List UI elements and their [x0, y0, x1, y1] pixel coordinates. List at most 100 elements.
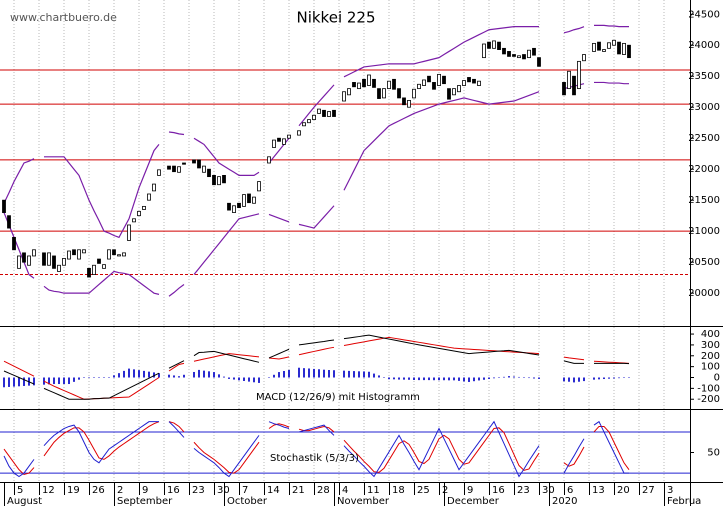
candle [512, 54, 516, 57]
y-tick-label: 21500 [688, 195, 720, 206]
histogram-bar [503, 376, 505, 378]
histogram-bar [618, 377, 620, 379]
histogram-bar [148, 371, 150, 378]
macd-line [3, 334, 630, 400]
histogram-bar [318, 369, 320, 378]
histogram-bar [123, 370, 125, 378]
histogram-bar [33, 377, 35, 386]
y-tick-label: 24500 [688, 9, 720, 20]
candle [152, 183, 156, 192]
histogram-bar [388, 377, 390, 380]
candle [272, 139, 276, 148]
candle [217, 176, 221, 186]
histogram-bar [298, 367, 300, 378]
candle [492, 40, 496, 49]
candle [227, 202, 231, 211]
histogram-bar [218, 374, 220, 378]
candle [97, 258, 101, 264]
candle [22, 252, 26, 263]
histogram-bar [168, 374, 170, 378]
histogram-bar [288, 369, 290, 378]
histogram-bar [623, 377, 625, 379]
histogram-bar [353, 371, 355, 378]
histogram-bar [268, 377, 270, 379]
candle [267, 156, 271, 164]
histogram-bar [313, 368, 315, 378]
histogram-bar [238, 377, 240, 381]
candle [167, 165, 171, 170]
histogram-bar [128, 368, 130, 378]
histogram-bar [243, 377, 245, 381]
histogram-bar [63, 377, 65, 385]
candle [17, 255, 21, 269]
x-tick-label: 23 [517, 485, 530, 496]
month-label: October [227, 496, 268, 506]
y-tick-label: -100 [697, 383, 720, 394]
histogram-bar [308, 368, 310, 378]
x-tick-label: 14 [267, 485, 280, 496]
histogram-bar [343, 370, 345, 378]
month-label: 2020 [552, 496, 577, 506]
histogram-bar [438, 377, 440, 381]
stochastic-label: Stochastik (5/3/3) [270, 453, 359, 464]
candle [192, 159, 196, 164]
histogram-bar [573, 377, 575, 383]
histogram-bar [208, 371, 210, 378]
histogram-bar [508, 376, 510, 378]
histogram-bar [228, 377, 230, 379]
candle [57, 264, 61, 272]
month-label: September [117, 496, 173, 506]
candle [137, 210, 141, 217]
histogram-bar [428, 377, 430, 381]
histogram-bar [43, 377, 45, 385]
grid-layer [0, 0, 690, 506]
histogram-bar [523, 377, 525, 379]
candle [277, 137, 281, 142]
candle [467, 77, 471, 83]
histogram-bar [488, 377, 490, 380]
stochastic-k [3, 420, 629, 478]
y-tick-label: 300 [701, 340, 720, 351]
candle [572, 75, 576, 96]
candle [537, 57, 541, 67]
x-tick-label: 6 [567, 485, 573, 496]
histogram-bar [273, 374, 275, 378]
candle [342, 91, 346, 102]
histogram-bar [158, 373, 160, 378]
y-tick-label: 200 [701, 351, 720, 362]
candle [627, 44, 631, 59]
candle [177, 166, 181, 173]
candle [482, 43, 486, 59]
histogram-bar [443, 377, 445, 381]
x-tick-label: 2 [442, 485, 448, 496]
candle [532, 47, 536, 56]
candle [437, 73, 441, 86]
candle [32, 249, 36, 257]
histogram-bar [213, 372, 215, 378]
histogram-bar [483, 377, 485, 380]
histogram-bar [358, 371, 360, 378]
candle [377, 88, 381, 99]
x-tick-label: 7 [242, 485, 248, 496]
x-tick-label: 16 [492, 485, 505, 496]
histogram-bar [348, 370, 350, 378]
histogram-bar [328, 370, 330, 378]
histogram-bar [598, 377, 600, 380]
candle [322, 109, 326, 117]
histogram-bar [613, 377, 615, 379]
candle [12, 236, 16, 251]
month-label: November [337, 496, 390, 506]
x-tick-label: 23 [192, 485, 205, 496]
candle [82, 249, 86, 254]
candle [127, 224, 131, 241]
candle [147, 193, 151, 201]
candle [77, 249, 81, 260]
histogram-bar [333, 370, 335, 378]
histogram-bar [608, 377, 610, 379]
candle [237, 202, 241, 209]
histogram-bar [453, 377, 455, 381]
candle [407, 100, 411, 108]
candle [402, 97, 406, 106]
candle [62, 258, 66, 266]
